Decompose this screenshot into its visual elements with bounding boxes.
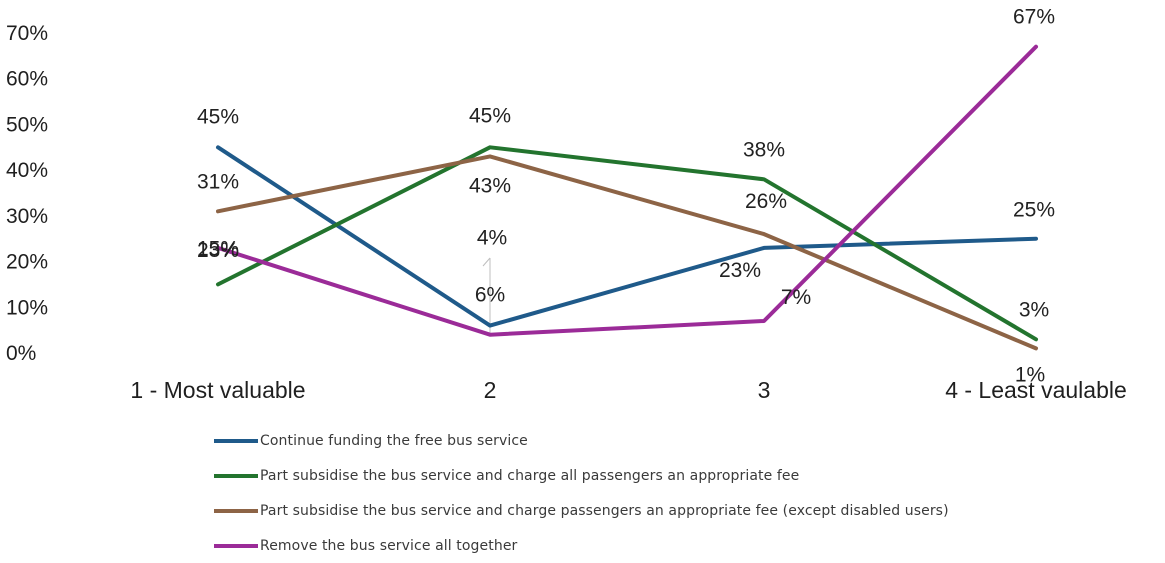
legend-label: Continue funding the free bus service (260, 432, 528, 449)
data-label: 67% (1013, 6, 1055, 29)
legend-item: Part subsidise the bus service and charg… (214, 458, 949, 493)
y-tick-label: 70% (6, 22, 48, 45)
y-tick-label: 40% (6, 159, 48, 182)
data-label: 4% (477, 227, 507, 250)
x-tick-label: 2 (484, 377, 497, 403)
y-axis: 0% 10% 20% 30% 40% 50% 60% 70% (6, 22, 48, 365)
x-tick-label: 1 - Most valuable (130, 377, 305, 403)
legend-label: Part subsidise the bus service and charg… (260, 467, 800, 484)
y-tick-label: 0% (6, 342, 36, 365)
y-tick-label: 60% (6, 68, 48, 91)
data-label: 31% (197, 170, 239, 193)
line-chart: 0% 10% 20% 30% 40% 50% 60% 70% 1 - Most valuabl… (6, 6, 1127, 403)
y-tick-label: 10% (6, 296, 48, 319)
data-label: 43% (469, 174, 511, 197)
series-line-4 (216, 44, 1038, 337)
series-line-1 (216, 145, 1038, 328)
series-line-2 (216, 145, 1038, 342)
data-labels: 45% 6% 23% 25% 15% 45% 38% 3% 31% 43% 26% 1% 23% 4% 7%… (197, 6, 1055, 387)
legend-swatch (214, 438, 258, 443)
legend-swatch (214, 543, 258, 548)
leader-lines (482, 257, 491, 333)
legend-item: Remove the bus service all together (214, 528, 949, 563)
x-axis: 1 - Most valuable 2 3 4 - Least vaulable (130, 377, 1126, 403)
data-label: 7% (781, 286, 811, 309)
legend-label: Remove the bus service all together (260, 537, 518, 554)
y-tick-label: 30% (6, 205, 48, 228)
series-lines (216, 44, 1038, 351)
series-line-3 (216, 154, 1038, 351)
legend-label: Part subsidise the bus service and charg… (260, 502, 949, 519)
data-label: 15% (197, 237, 239, 260)
y-tick-label: 20% (6, 251, 48, 274)
data-label: 1% (1015, 363, 1045, 386)
data-label: 23% (719, 259, 761, 282)
data-label: 45% (469, 104, 511, 127)
data-label: 3% (1019, 298, 1049, 321)
legend-swatch (214, 473, 258, 478)
x-tick-label: 4 - Least vaulable (945, 377, 1127, 403)
data-label: 38% (743, 138, 785, 161)
leader-line (482, 257, 491, 267)
data-label: 45% (197, 105, 239, 128)
data-label: 23% (197, 239, 239, 262)
legend-swatch (214, 508, 258, 513)
legend-item: Continue funding the free bus service (214, 423, 949, 458)
y-tick-label: 50% (6, 113, 48, 136)
x-tick-label: 3 (758, 377, 771, 403)
data-label: 26% (745, 190, 787, 213)
data-label: 25% (1013, 199, 1055, 222)
legend: Continue funding the free bus service Par… (214, 423, 949, 563)
data-label: 6% (475, 284, 505, 307)
legend-item: Part subsidise the bus service and charg… (214, 493, 949, 528)
